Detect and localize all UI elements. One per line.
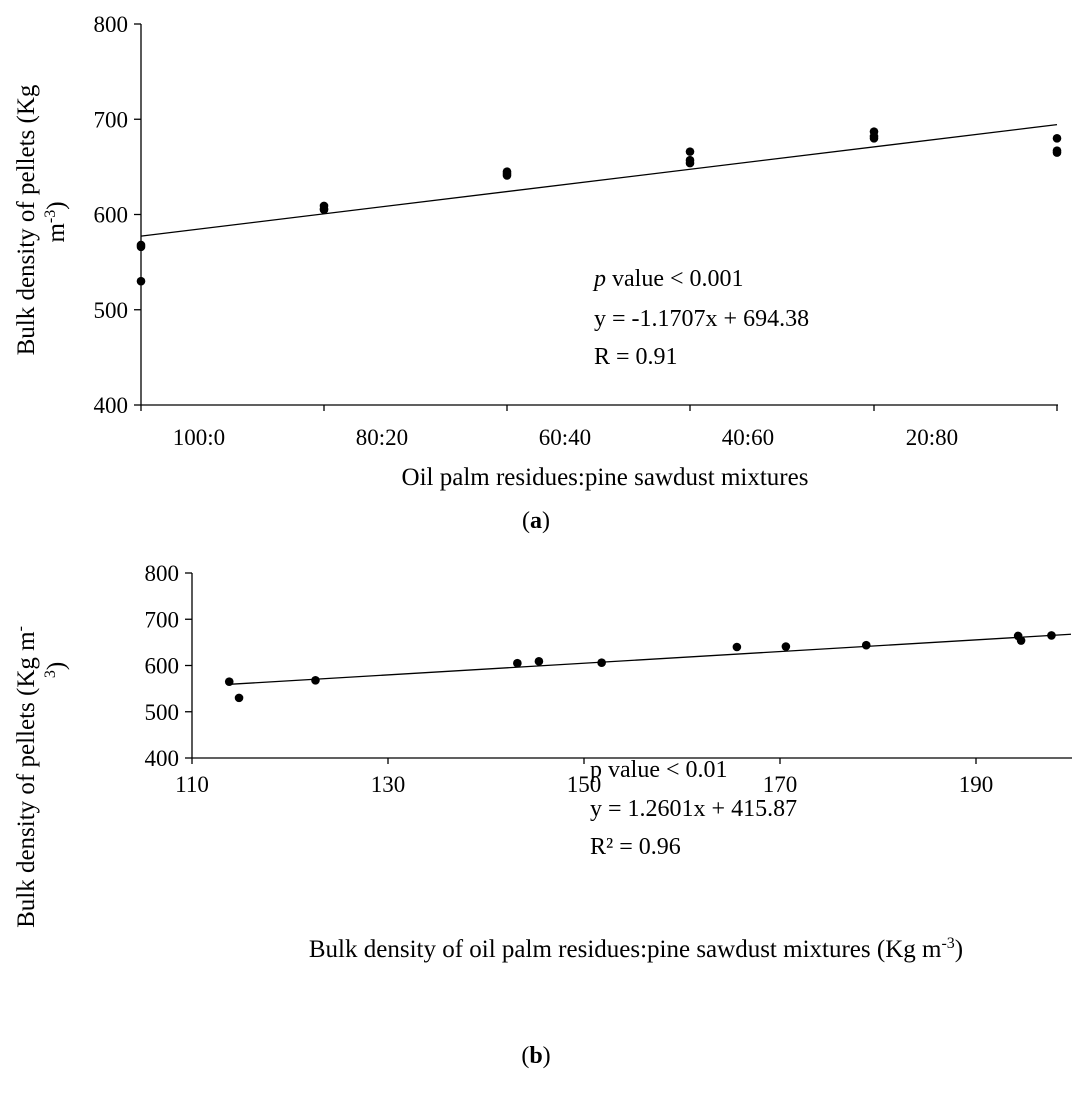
panel-a-x-tick-label: 20:80 [906,425,958,450]
panel-b-y-tick-label: 400 [145,746,180,771]
panel-a-y-axis-title: Bulk density of pellets (Kg [13,84,40,355]
panel-a-data-point [136,242,146,252]
panel-b-y-tick-label: 800 [145,561,180,586]
panel-a: 400 500 600 700 800 100:0 80:20 60:40 40:60 20:8… [13,12,1062,534]
panel-b-x-tick-label: 170 [763,772,798,797]
panel-a-x-axis-title: Oil palm residues:pine sawdust mixtures [402,464,809,491]
panel-a-y-tick-label: 800 [94,12,129,37]
panel-b-trendline [229,633,1072,685]
panel-a-y-tick-label: 600 [94,203,129,228]
panel-a-trendline-line [140,123,1058,237]
panel-b-x-tick-label: 110 [175,772,209,797]
panel-a-x-tick-label: 60:40 [539,425,591,450]
panel-a-y-ticks: 400 500 600 700 800 [94,12,141,418]
panel-b-y-ticks: 400 500 600 700 800 [145,561,192,771]
panel-a-r-value: R = 0.91 [594,344,678,370]
panel-a-trendline [140,123,1058,237]
svg-text:Bulk density of pellets (Kg m-: Bulk density of pellets (Kg m- [12,626,40,928]
panel-b-data-point [1016,636,1026,645]
panel-a-x-tick-label: 100:0 [173,425,225,450]
svg-text:Bulk density of pellets (Kg: Bulk density of pellets (Kg [13,84,40,355]
panel-a-y-tick-label: 400 [94,393,129,418]
panel-b-r2-value: R² = 0.96 [590,834,681,860]
panel-b-y-tick-label: 600 [145,654,180,679]
panel-a-data-point [1052,134,1062,143]
panel-a-points [136,127,1062,286]
panel-b-data-point [781,642,791,651]
panel-b-x-tick-label: 190 [959,772,994,797]
panel-a-y-axis-title-line2: m-3) [42,201,70,242]
panel-b-points [224,631,1056,703]
panel-a-y-tick-label: 700 [94,107,129,132]
panel-b-y-tick-label: 700 [145,607,180,632]
svg-text:m-3): m-3) [42,201,70,242]
panel-b-data-point [311,676,320,685]
panel-a-p-value: p value < 0.001 [592,266,744,292]
panel-a-data-point [136,276,146,286]
panel-b-data-point [861,640,871,650]
panel-b-y-axis-title-line2: 3) [42,662,70,678]
panel-a-data-point [1052,148,1062,157]
panel-b-y-axis-title: Bulk density of pellets (Kg m- [12,626,40,928]
panel-a-data-point [685,158,695,168]
panel-b-equation: y = 1.2601x + 415.87 [590,796,797,822]
panel-a-data-point [869,134,879,143]
panel-b-x-ticks: 110 130 150 170 190 [175,758,993,797]
panel-b-data-point [597,658,606,668]
panel-a-data-point [685,147,695,156]
panel-b-x-tick-label: 130 [371,772,406,797]
panel-a-x-tick-label: 80:20 [356,425,408,450]
panel-a-caption: (a) [522,508,550,534]
panel-a-y-tick-label: 500 [94,298,129,323]
panel-b-data-point [234,693,244,703]
panel-b-trendline-line [229,633,1072,685]
panel-b-data-point [1047,631,1056,640]
panel-b-x-axis-title: Bulk density of oil palm residues:pine s… [309,935,963,963]
panel-b-data-point [732,642,742,652]
panel-b-caption: (b) [521,1043,550,1069]
panel-b: 400 500 600 700 800 110 130 150 170 190 p value … [12,561,1072,1069]
panel-a-data-point [319,205,329,215]
panel-b-axes [191,573,1072,759]
panel-b-y-tick-label: 500 [145,700,180,725]
panel-b-data-point [513,658,522,668]
panel-b-p-value: p value < 0.01 [590,757,728,783]
panel-a-data-point [502,171,512,180]
panel-a-x-tick-label: 40:60 [722,425,774,450]
panel-b-x-tick-label: 150 [567,772,602,797]
panel-a-equation: y = -1.1707x + 694.38 [594,306,809,332]
svg-text:3): 3) [42,662,70,678]
panel-b-data-point [534,657,544,666]
panel-b-data-point [224,677,234,686]
